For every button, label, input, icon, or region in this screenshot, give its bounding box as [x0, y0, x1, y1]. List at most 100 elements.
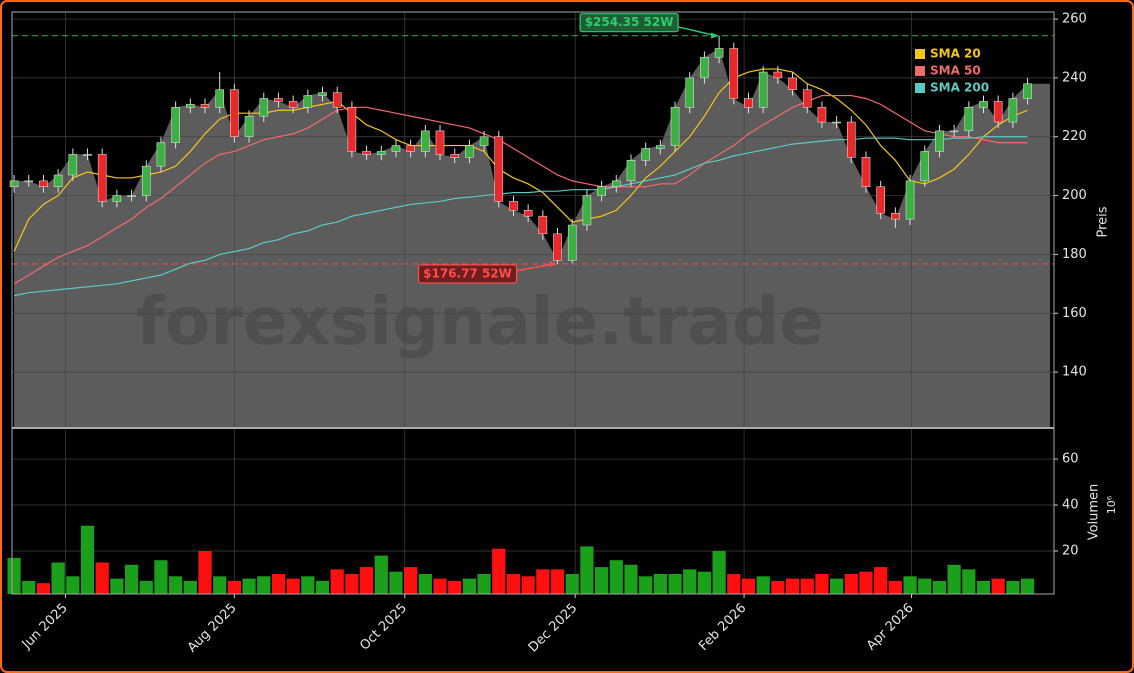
volume-bar [213, 576, 227, 594]
volume-bar [286, 578, 300, 594]
volume-bar [991, 578, 1005, 594]
candle-body [935, 130, 944, 152]
candle-body [24, 180, 34, 183]
volume-bar [859, 571, 873, 594]
candle-body [362, 151, 371, 155]
candle-body [230, 89, 239, 137]
candle-body [847, 121, 856, 158]
candle-body [611, 180, 621, 188]
candle-body [171, 107, 180, 143]
volume-bar [962, 569, 976, 594]
volume-bar [712, 551, 726, 594]
volume-bar [624, 564, 638, 594]
sma-line [13, 94, 1028, 285]
candle-body [186, 104, 195, 108]
volume-bar [389, 571, 403, 594]
volume-bar [257, 576, 271, 594]
candle-body [656, 145, 665, 149]
volume-bar [947, 564, 961, 594]
candle-body [53, 174, 63, 188]
candle-body [406, 145, 415, 152]
candle-body [332, 92, 342, 108]
volume-bar [756, 576, 770, 594]
volume-bar [594, 567, 609, 594]
candle-body [597, 186, 606, 196]
candle-body [817, 107, 827, 123]
candle-body [347, 107, 357, 152]
volume-bar [668, 573, 682, 594]
volume-bar [1020, 578, 1035, 594]
volume-bar [433, 578, 447, 594]
volume-bar [727, 573, 741, 594]
volume-bar [51, 562, 65, 594]
candle-body [670, 107, 680, 146]
candle-body [450, 154, 459, 158]
candle-body [68, 154, 78, 176]
legend-label: SMA 200 [930, 81, 989, 95]
volume-bar [639, 576, 653, 594]
candle-body [376, 151, 386, 155]
candle-body [1023, 83, 1032, 99]
candle-body [788, 77, 797, 90]
volume-bar [448, 580, 462, 594]
candle-body [259, 98, 269, 117]
candle-body [97, 154, 107, 202]
annotation-label: $254.35 52W [585, 15, 674, 29]
watermark: forexsignale.trade [136, 283, 824, 360]
volume-bar [66, 576, 80, 594]
annotation-arrow [676, 25, 717, 37]
volume-bar [976, 580, 991, 594]
candle-body [685, 77, 695, 108]
volume-bar [183, 580, 197, 594]
candle-body [626, 160, 636, 182]
candle-body [435, 130, 445, 155]
volume-bar [741, 578, 756, 594]
y-tick-label: 140 [1062, 365, 1087, 380]
candle-body [714, 48, 724, 58]
annotation-arrowhead [549, 260, 558, 267]
volume-bar [374, 555, 388, 594]
candle-body [567, 224, 577, 261]
volume-bar [888, 580, 902, 594]
candle-body [802, 89, 812, 108]
candle-body [641, 148, 650, 161]
candle-body [244, 115, 254, 137]
volume-bar [697, 571, 712, 594]
volume-bar [1006, 580, 1020, 594]
y-tick-label: 200 [1062, 188, 1087, 203]
volume-bar [227, 580, 241, 594]
y-tick-label: 220 [1062, 129, 1087, 144]
volume-bar [536, 569, 550, 594]
volume-bar [506, 573, 521, 594]
volume-bar [918, 578, 932, 594]
volume-axis-label: Volumen [1087, 484, 1102, 541]
volume-bar [580, 546, 594, 594]
watermark: BA [432, 419, 533, 496]
annotation-box [417, 264, 518, 284]
candle-body [9, 180, 19, 188]
volume-bar [830, 578, 844, 594]
candle-body [83, 154, 92, 156]
candle-body [494, 136, 504, 202]
candle-body [700, 57, 709, 79]
volume-unit: 10⁶ [1105, 495, 1118, 514]
candle-body [876, 186, 885, 214]
legend-swatch [915, 66, 925, 76]
candle-body [861, 157, 871, 188]
volume-bar [609, 560, 623, 594]
y-tick-label: 40 [1062, 498, 1079, 513]
legend-label: SMA 50 [930, 64, 981, 78]
volume-bar [771, 580, 785, 594]
volume-bar [154, 560, 168, 594]
volume-bar [301, 576, 315, 594]
volume-bar [95, 562, 109, 594]
volume-bar [800, 578, 814, 594]
candle-body [905, 180, 915, 220]
annotation-arrowhead [711, 32, 720, 39]
legend-label: SMA 20 [930, 47, 981, 61]
candle-body [758, 71, 768, 108]
volume-bar [36, 583, 51, 594]
candle-body [920, 151, 930, 182]
candle-body [993, 101, 1003, 123]
